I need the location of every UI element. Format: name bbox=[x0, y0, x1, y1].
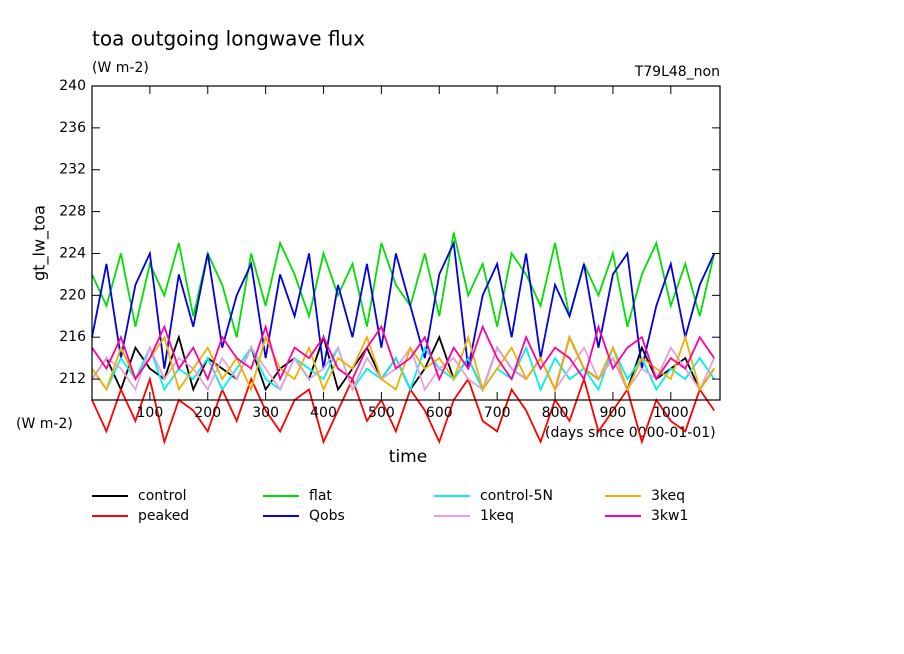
x-tick-label: 300 bbox=[252, 405, 279, 421]
legend-label: peaked bbox=[138, 508, 189, 524]
legend-label: 1keq bbox=[480, 508, 514, 524]
y-tick-label: 240 bbox=[59, 78, 86, 94]
y-tick-label: 236 bbox=[59, 120, 86, 136]
y-axis-label: gt_lw_toa bbox=[30, 205, 50, 281]
y-tick-label: 232 bbox=[59, 162, 86, 178]
series-line bbox=[91, 323, 715, 382]
x-unit: (days since 0000-01-01) bbox=[545, 425, 716, 441]
x-tick-label: 500 bbox=[368, 405, 395, 421]
y-tick-label: 228 bbox=[59, 204, 86, 220]
x-tick-label: 400 bbox=[310, 405, 337, 421]
legend-label: control-5N bbox=[480, 488, 553, 504]
y-unit: (W m-2) bbox=[16, 416, 73, 432]
series-line bbox=[91, 375, 715, 446]
x-tick-label: 900 bbox=[600, 405, 627, 421]
y-tick-label: 224 bbox=[59, 245, 86, 261]
y-tick-label: 212 bbox=[59, 371, 86, 387]
x-tick-label: 700 bbox=[484, 405, 511, 421]
series-line bbox=[91, 239, 716, 369]
y-tick-label: 216 bbox=[59, 329, 86, 345]
x-tick-label: 1000 bbox=[653, 405, 689, 421]
chart-title: toa outgoing longwave flux bbox=[92, 27, 365, 51]
x-tick-label: 100 bbox=[137, 405, 164, 421]
x-tick-label: 200 bbox=[194, 405, 221, 421]
x-tick-label: 600 bbox=[426, 405, 453, 421]
x-tick-label: 800 bbox=[542, 405, 569, 421]
legend-label: control bbox=[138, 488, 187, 504]
legend-label: 3kw1 bbox=[651, 508, 688, 524]
legend-label: Qobs bbox=[309, 508, 345, 524]
series-line bbox=[91, 334, 715, 393]
x-axis-label: time bbox=[389, 447, 427, 467]
y-tick-label: 220 bbox=[59, 287, 86, 303]
plot-frame bbox=[91, 85, 721, 401]
chart-subtitle: (W m-2) bbox=[92, 60, 149, 76]
legend-label: flat bbox=[309, 488, 332, 504]
legend-label: 3keq bbox=[651, 488, 685, 504]
annotation: T79L48_non bbox=[634, 64, 720, 80]
series-line bbox=[91, 232, 716, 338]
